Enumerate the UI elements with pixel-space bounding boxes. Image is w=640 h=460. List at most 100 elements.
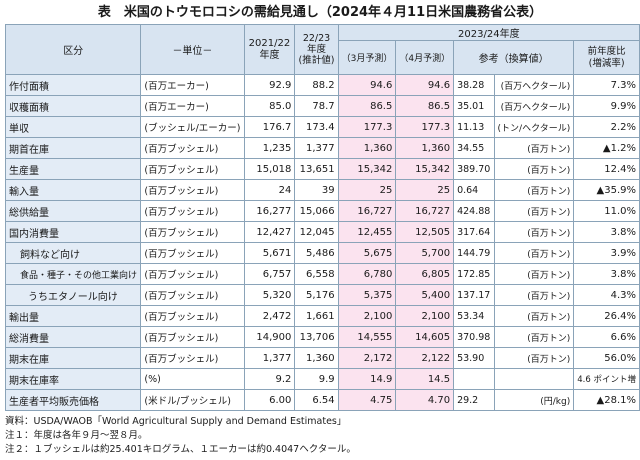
row-label: 生産者平均販売価格 [4,389,142,411]
row-unit: (百万ブッシェル) [140,200,245,222]
value-2022-23: 173.4 [294,116,339,138]
value-reference: 370.98 [453,326,495,348]
value-march-forecast: 14.9 [337,368,397,390]
row-label: 収穫面積 [4,95,142,117]
value-march-forecast: 86.5 [337,95,397,117]
value-reference: 144.79 [453,242,495,264]
row-unit: (ブッシェル/エーカー) [140,116,245,138]
table-row: 収穫面積 (百万エーカー) 85.0 78.7 86.5 86.5 35.01 (百万ヘクター… [4,95,640,117]
value-2021-22: 12,427 [243,221,296,243]
value-2021-22: 1,377 [243,347,296,369]
reference-unit: (百万トン) [493,284,575,306]
value-2021-22: 5,320 [243,284,296,306]
row-unit: (%) [140,368,245,390]
note-1: 注１：年度は各年９月～翌８月。 [5,430,148,441]
row-unit: (百万ブッシェル) [140,179,245,201]
table-row: 期首在庫 (百万ブッシェル) 1,235 1,377 1,360 1,360 34.55 (百… [4,137,640,159]
value-2022-23: 1,360 [294,347,339,369]
value-yoy-change: 12.4% [573,158,640,180]
value-2022-23: 13,651 [294,158,339,180]
value-april-forecast: 2,100 [395,305,455,327]
table-row: 単収 (ブッシェル/エーカー) 176.7 173.4 177.3 177.3 11.13(… [4,116,640,138]
value-march-forecast: 14,555 [337,326,397,348]
value-april-forecast: 16,727 [395,200,455,222]
row-unit: (百万ブッシェル) [140,242,245,264]
table-row: 総供給量 (百万ブッシェル) 16,277 15,066 16,727 16,727 424… [4,200,640,222]
value-reference: 38.28 [453,74,495,96]
value-2022-23: 1,661 [294,305,339,327]
value-2021-22: 85.0 [243,95,296,117]
value-april-forecast: 86.5 [395,95,455,117]
value-april-forecast: 4.70 [395,389,455,411]
value-april-forecast: 177.3 [395,116,455,138]
reference-unit: (百万トン) [493,179,575,201]
row-unit: (百万エーカー) [140,95,245,117]
row-label: 作付面積 [4,74,142,96]
value-yoy-change: ▲35.9% [573,179,640,201]
value-april-forecast: 2,122 [395,347,455,369]
value-2021-22: 16,277 [243,200,296,222]
row-label: 総消費量 [4,326,142,348]
header-march-forecast: （3月予測） [337,40,397,75]
note-source: 資料：USDA/WAOB「World Agricultural Supply a… [5,416,347,427]
value-april-forecast: 15,342 [395,158,455,180]
table-row: 生産量 (百万ブッシェル) 15,018 13,651 15,342 15,342 389.… [4,158,640,180]
reference-unit: (トン/ヘクタール) [493,116,575,138]
value-yoy-change: 6.6% [573,326,640,348]
value-reference: 172.85 [453,263,495,285]
value-reference: 137.17 [453,284,495,306]
value-2022-23: 5,486 [294,242,339,264]
table-row: 食品・種子・その他工業向け (百万ブッシェル) 6,757 6,558 6,780 6,8… [4,263,640,285]
value-2022-23: 88.2 [294,74,339,96]
value-april-forecast: 12,505 [395,221,455,243]
value-2021-22: 9.2 [243,368,296,390]
value-2022-23: 15,066 [294,200,339,222]
row-label: うちエタノール向け [4,284,142,306]
value-reference: 389.70 [453,158,495,180]
value-yoy-change: 9.9% [573,95,640,117]
value-reference: 53.90 [453,347,495,369]
reference-unit: (百万トン) [493,263,575,285]
table-row: 国内消費量 (百万ブッシェル) 12,427 12,045 12,455 12,505 31… [4,221,640,243]
header-april-forecast: （4月予測） [395,40,455,75]
value-2022-23: 12,045 [294,221,339,243]
header-reference: 参考（換算値） [453,40,575,75]
row-label: 期末在庫 [4,347,142,369]
reference-unit: (百万トン) [493,347,575,369]
row-label: 輸入量 [4,179,142,201]
value-2021-22: 176.7 [243,116,296,138]
header-unit: －単位－ [140,24,245,75]
value-2021-22: 2,472 [243,305,296,327]
value-2021-22: 1,235 [243,137,296,159]
value-april-forecast: 14,605 [395,326,455,348]
table-row: 総消費量 (百万ブッシェル) 14,900 13,706 14,555 14,605 370… [4,326,640,348]
row-unit: (百万ブッシェル) [140,158,245,180]
value-march-forecast: 25 [337,179,397,201]
value-2022-23: 5,176 [294,284,339,306]
reference-unit [493,368,575,390]
value-reference: 0.64 [453,179,495,201]
value-march-forecast: 177.3 [337,116,397,138]
table-row: 期末在庫 (百万ブッシェル) 1,377 1,360 2,172 2,122 53.90 (百… [4,347,640,369]
row-unit: (百万ブッシェル) [140,347,245,369]
value-march-forecast: 2,100 [337,305,397,327]
row-unit: (百万ブッシェル) [140,221,245,243]
row-unit: (米ドル/ブッシェル) [140,389,245,411]
value-reference: 53.34 [453,305,495,327]
value-reference: 11.13 [453,116,495,138]
supply-demand-table: 区分 －単位－ 2021/22 年度 22/23 年度 (推計値) 2023/2… [4,24,640,411]
reference-unit: (百万ヘクタール) [493,74,575,96]
row-label: 単収 [4,116,142,138]
value-yoy-change: ▲1.2% [573,137,640,159]
row-label: 食品・種子・その他工業向け [4,263,142,285]
reference-unit: (百万トン) [493,242,575,264]
value-march-forecast: 1,360 [337,137,397,159]
value-yoy-change: 7.3% [573,74,640,96]
reference-unit: (百万トン) [493,221,575,243]
value-2021-22: 5,671 [243,242,296,264]
row-label: 期首在庫 [4,137,142,159]
value-yoy-change: 56.0% [573,347,640,369]
value-reference: 29.2 [453,389,495,411]
value-reference: 34.55 [453,137,495,159]
value-yoy-change: 3.8% [573,263,640,285]
